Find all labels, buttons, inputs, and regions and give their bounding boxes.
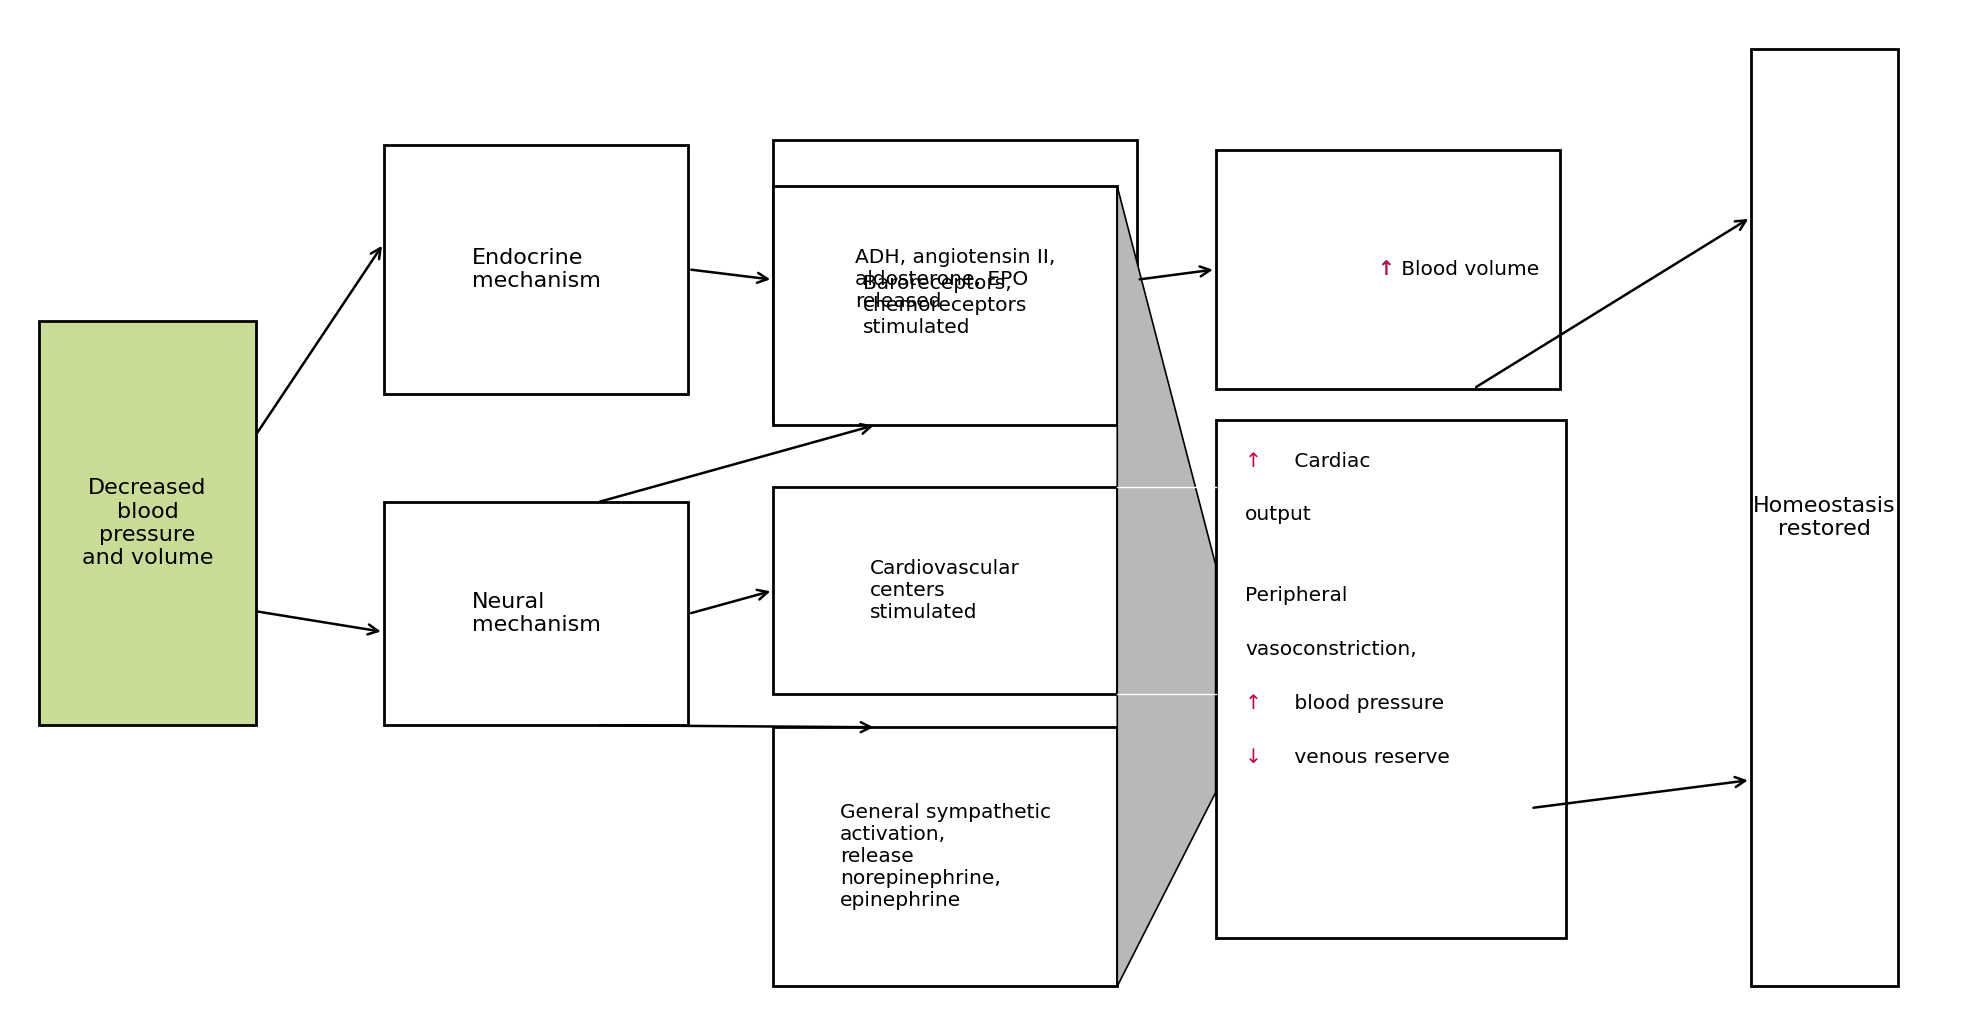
Text: ADH, angiotensin II,
aldosterone, EPO
released: ADH, angiotensin II, aldosterone, EPO re…: [856, 249, 1054, 311]
Text: Decreased
blood
pressure
and volume: Decreased blood pressure and volume: [83, 479, 212, 568]
FancyBboxPatch shape: [384, 502, 688, 725]
Text: ↑: ↑: [1377, 260, 1395, 279]
Text: Endocrine
mechanism: Endocrine mechanism: [472, 248, 600, 291]
FancyBboxPatch shape: [384, 145, 688, 394]
FancyBboxPatch shape: [1216, 150, 1560, 388]
FancyBboxPatch shape: [773, 727, 1117, 986]
Polygon shape: [1117, 186, 1216, 986]
Text: ↓: ↓: [1245, 748, 1263, 767]
FancyBboxPatch shape: [773, 140, 1137, 420]
Text: vasoconstriction,: vasoconstriction,: [1245, 640, 1416, 659]
Text: Peripheral: Peripheral: [1245, 586, 1347, 605]
Text: ↑: ↑: [1245, 694, 1263, 713]
Text: venous reserve: venous reserve: [1288, 748, 1450, 767]
FancyBboxPatch shape: [1216, 420, 1566, 938]
Text: ↑ Blood volume: ↑ Blood volume: [1377, 260, 1538, 279]
Text: Cardiac: Cardiac: [1288, 452, 1371, 470]
Text: ↑: ↑: [1245, 452, 1263, 470]
Text: General sympathetic
activation,
release
norepinephrine,
epinephrine: General sympathetic activation, release …: [840, 803, 1050, 911]
Text: blood pressure: blood pressure: [1288, 694, 1444, 713]
Text: Cardiovascular
centers
stimulated: Cardiovascular centers stimulated: [869, 559, 1021, 622]
Text: Baroreceptors,
chemoreceptors
stimulated: Baroreceptors, chemoreceptors stimulated: [864, 275, 1027, 337]
Text: output: output: [1245, 506, 1312, 524]
FancyBboxPatch shape: [773, 186, 1117, 425]
FancyBboxPatch shape: [39, 321, 256, 725]
FancyBboxPatch shape: [773, 487, 1117, 694]
Text: Homeostasis
restored: Homeostasis restored: [1753, 496, 1896, 539]
FancyBboxPatch shape: [1751, 49, 1898, 986]
Text: Neural
mechanism: Neural mechanism: [472, 593, 600, 635]
